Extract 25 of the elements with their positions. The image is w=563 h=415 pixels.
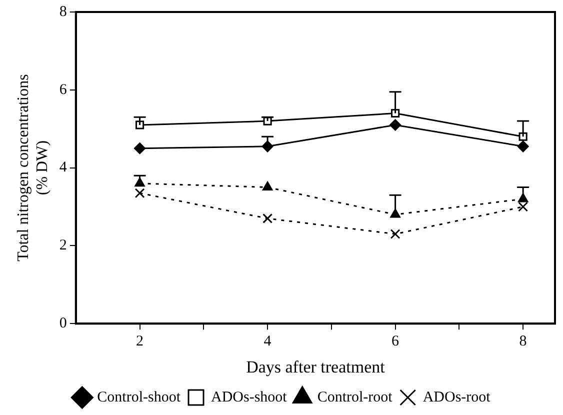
legend-label: ADOs-root bbox=[422, 389, 492, 406]
point bbox=[390, 119, 402, 131]
point bbox=[518, 202, 528, 212]
x-tick-label: 6 bbox=[392, 334, 400, 350]
point bbox=[134, 142, 146, 154]
point bbox=[134, 188, 145, 198]
y-axis-title: Total nitrogen concentrations (% DW) bbox=[14, 74, 52, 262]
legend-label: Control-root bbox=[317, 389, 394, 406]
y-tick-label: 6 bbox=[59, 82, 68, 98]
point bbox=[390, 208, 400, 218]
point bbox=[517, 140, 529, 152]
x-tick-label: 2 bbox=[136, 334, 144, 350]
x-tick-label: 8 bbox=[519, 334, 527, 350]
y-tick-label: 0 bbox=[59, 316, 67, 332]
point bbox=[262, 182, 273, 191]
y-tick-label: 2 bbox=[59, 238, 67, 254]
legend-label: ADOs-shoot bbox=[211, 389, 288, 406]
point bbox=[518, 132, 528, 141]
point bbox=[390, 229, 400, 240]
point bbox=[262, 213, 273, 224]
x-axis-title: Days after treatment bbox=[246, 357, 386, 376]
legend-label: Control-shoot bbox=[97, 389, 182, 406]
y-tick-label: 8 bbox=[59, 4, 67, 20]
x-tick-label: 4 bbox=[264, 334, 272, 350]
y-tick-label: 4 bbox=[59, 160, 68, 176]
